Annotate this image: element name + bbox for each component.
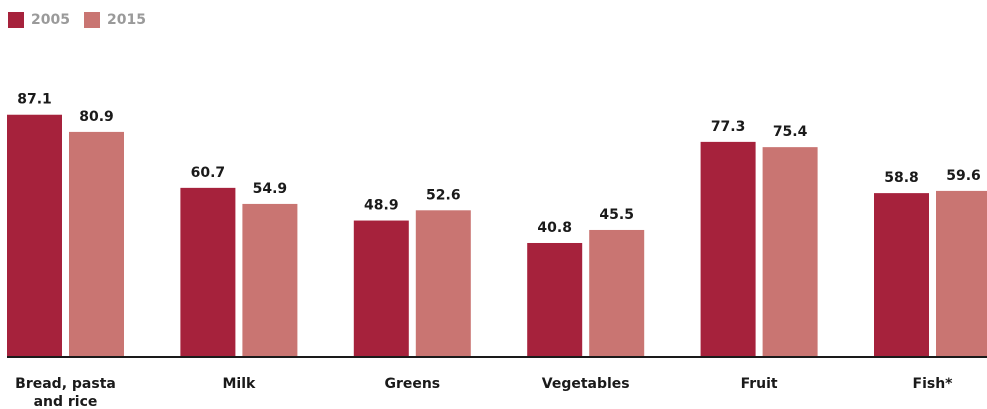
bar-bread-pasta-and-rice-2015 [69, 131, 124, 356]
category-label-fruit: Fruit [741, 376, 778, 392]
legend-item-2005: 2005 [8, 12, 70, 28]
bar-bread-pasta-and-rice-2005 [7, 114, 62, 356]
bar-greens-2005 [353, 220, 409, 356]
bar-fish-2005 [874, 193, 929, 356]
category-label-bread-pasta-and-rice: Bread, pasta and rice [15, 376, 116, 409]
value-label-greens-2015: 52.6 [426, 187, 461, 203]
value-label-milk-2015: 54.9 [253, 181, 288, 197]
chart-legend: 2005 2015 [8, 12, 160, 28]
value-label-vegetables-2005: 40.8 [537, 220, 572, 236]
value-label-bread-pasta-and-rice-2015: 80.9 [79, 109, 114, 125]
bar-milk-2015 [242, 203, 298, 356]
bar-vegetables-2015 [589, 229, 645, 356]
legend-swatch-2015 [83, 12, 100, 28]
category-label-fish: Fish* [913, 376, 954, 392]
value-label-greens-2005: 48.9 [364, 198, 399, 214]
value-label-milk-2005: 60.7 [191, 165, 226, 181]
legend-label-2015: 2015 [106, 12, 146, 28]
bar-milk-2005 [180, 187, 236, 356]
legend-item-2015: 2015 [83, 12, 146, 28]
legend-swatch-2005 [8, 12, 24, 28]
category-label-milk: Milk [222, 376, 256, 392]
value-label-fruit-2005: 77.3 [711, 119, 746, 135]
category-label-vegetables: Vegetables [542, 376, 630, 392]
legend-label-2005: 2005 [31, 12, 70, 28]
value-label-vegetables-2015: 45.5 [599, 207, 634, 223]
value-label-fish-2005: 58.8 [884, 170, 919, 186]
value-label-bread-pasta-and-rice-2005: 87.1 [17, 92, 52, 108]
bar-fruit-2015 [762, 147, 818, 356]
value-label-fruit-2015: 75.4 [773, 124, 808, 140]
category-label-greens: Greens [384, 376, 440, 392]
value-label-fish-2015: 59.6 [946, 168, 981, 184]
bar-fruit-2005 [700, 141, 756, 356]
bar-vegetables-2005 [527, 242, 583, 356]
bar-greens-2015 [415, 210, 471, 356]
bar-fish-2015 [936, 190, 987, 356]
